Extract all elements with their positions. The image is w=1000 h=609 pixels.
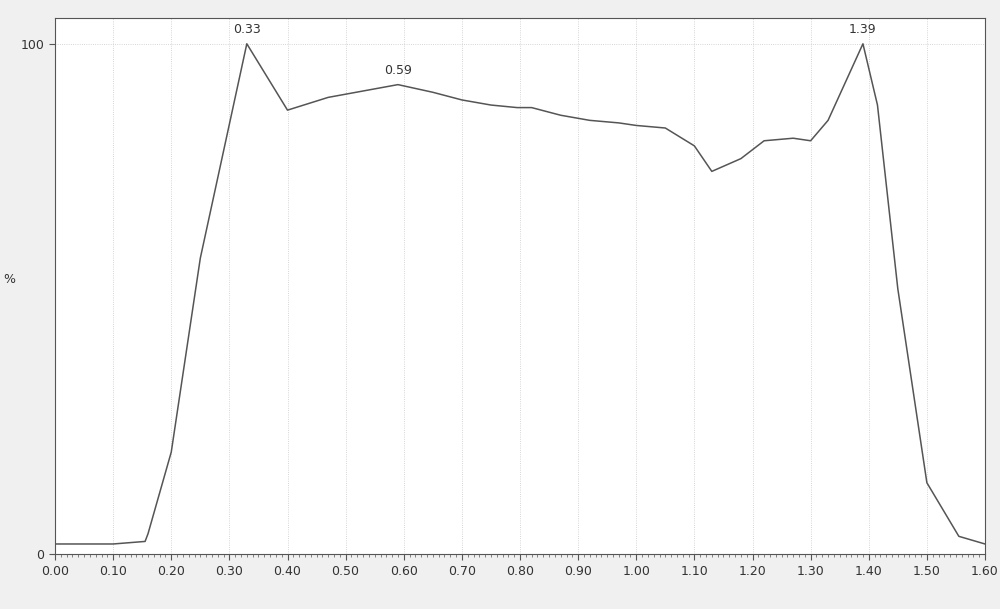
Text: 0.33: 0.33 [233, 23, 261, 36]
Text: 1.39: 1.39 [849, 23, 877, 36]
Y-axis label: %: % [4, 273, 16, 286]
Text: 0.59: 0.59 [384, 64, 412, 77]
